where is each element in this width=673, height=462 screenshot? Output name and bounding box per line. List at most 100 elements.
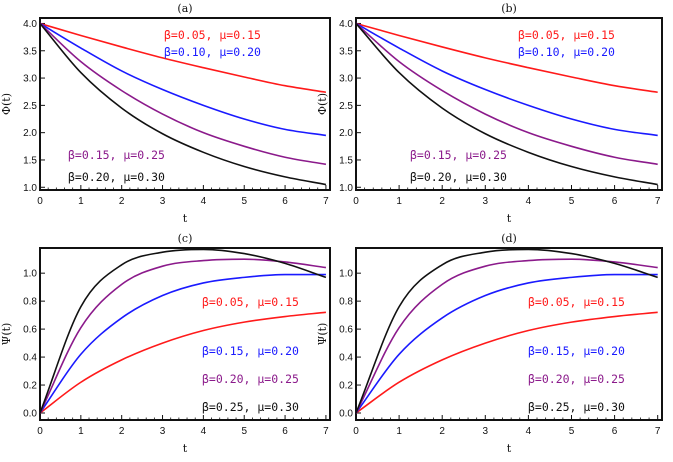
x-tick-label: 7 [655,196,661,207]
x-tick-label: 2 [439,426,445,437]
x-tick-label: 5 [569,426,575,437]
x-tick-label: 1 [396,196,402,207]
y-tick-label: 0.4 [339,353,353,364]
y-tick-label: 1.5 [339,155,353,166]
legend-entry: β=0.10, μ=0.20 [518,45,615,59]
legend-entry: β=0.15, μ=0.25 [410,148,507,162]
legend-entry: β=0.05, μ=0.15 [528,295,625,309]
y-tick-label: 0.0 [339,409,353,420]
series-line [39,273,326,414]
y-tick-label: 0.0 [23,409,37,420]
series-line [355,22,658,137]
x-tick-label: 5 [241,196,247,207]
x-tick-label: 6 [282,196,288,207]
y-tick-label: 3.0 [23,74,37,85]
x-tick-label: 3 [483,426,489,437]
legend-entry: β=0.20, μ=0.30 [410,170,507,184]
legend-entry: β=0.05, μ=0.15 [164,28,261,42]
chart-panel: (d) 0 1 2 3 4 5 6 7 0.0 0.2 0.4 0.6 0.8 1.0 t Ψ(t) β=0.05… [316,232,663,455]
y-tick-label: 1.5 [23,155,37,166]
y-tick-label: 2.5 [339,101,353,112]
series-line [39,22,327,94]
y-tick-label: 1.0 [23,269,37,280]
x-tick-label: 2 [119,196,125,207]
y-tick-label: 0.8 [339,297,353,308]
series-line [39,22,327,186]
x-axis-label: t [507,442,512,455]
legend-entry: β=0.05, μ=0.15 [518,28,615,42]
series-line [39,311,327,414]
y-tick-label: 1.0 [339,269,353,280]
x-tick-label: 1 [78,426,84,437]
y-tick-label: 4.0 [339,19,353,30]
y-tick-label: 0.6 [339,325,353,336]
y-axis-label: Φ(t) [0,93,13,115]
x-tick-label: 4 [201,196,207,207]
panel-title: (c) [178,232,193,245]
chart-panel: (a) 0 1 2 3 4 5 6 7 1.0 1.5 2.0 2.5 3.0 3.5 4.0 t Φ(t) β=0… [0,2,331,225]
x-tick-label: 7 [655,426,661,437]
y-tick-label: 2.5 [23,101,37,112]
series-line [39,22,327,137]
legend-entry: β=0.15, μ=0.25 [68,148,165,162]
x-tick-label: 4 [526,196,532,207]
y-axis-label: Φ(t) [316,93,329,115]
series-line [355,22,658,166]
x-tick-label: 2 [119,426,125,437]
plot-frame [355,17,663,191]
y-tick-label: 1.0 [23,183,37,194]
y-tick-label: 0.8 [23,297,37,308]
y-tick-label: 4.0 [23,19,37,30]
x-axis-label: t [507,212,512,225]
x-tick-label: 3 [483,196,489,207]
x-tick-label: 0 [353,196,359,207]
plot-frame [355,247,663,421]
legend-entry: β=0.05, μ=0.15 [202,295,299,309]
x-tick-label: 5 [241,426,247,437]
legend-entry: β=0.20, μ=0.25 [528,372,625,386]
legend-entry: β=0.10, μ=0.20 [164,45,261,59]
x-tick-label: 5 [569,196,575,207]
y-tick-label: 0.4 [23,353,37,364]
x-tick-label: 4 [526,426,532,437]
series-line [355,22,658,94]
x-tick-label: 2 [439,196,445,207]
x-tick-label: 4 [201,426,207,437]
x-tick-label: 1 [396,426,402,437]
x-tick-label: 0 [353,426,359,437]
chart-panel: (b) 0 1 2 3 4 5 6 7 1.0 1.5 2.0 2.5 3.0 3.5 4.0 t Φ(t) β=0… [316,2,663,225]
x-axis-label: t [183,442,188,455]
series-line [39,22,327,166]
x-tick-label: 0 [37,196,43,207]
series-line [355,248,658,414]
series-line [355,22,658,186]
x-tick-label: 0 [37,426,43,437]
y-tick-label: 1.0 [339,183,353,194]
panel-title: (b) [501,2,517,15]
x-axis-label: t [183,212,188,225]
x-tick-label: 3 [160,196,166,207]
panel-title: (a) [177,2,192,15]
y-tick-label: 0.2 [23,381,37,392]
y-axis-label: Ψ(t) [0,323,13,346]
x-tick-label: 7 [323,426,329,437]
y-tick-label: 0.2 [339,381,353,392]
panel-title: (d) [501,232,517,245]
y-tick-label: 3.5 [23,46,37,57]
legend-entry: β=0.20, μ=0.30 [68,170,165,184]
series-line [355,273,658,414]
x-tick-label: 6 [612,426,618,437]
series-line [355,311,658,414]
plot-frame [39,17,331,191]
x-tick-label: 3 [160,426,166,437]
legend-entry: β=0.15, μ=0.20 [202,344,299,358]
legend-entry: β=0.25, μ=0.30 [528,400,625,414]
legend-entry: β=0.20, μ=0.25 [202,372,299,386]
x-tick-label: 6 [612,196,618,207]
x-tick-label: 6 [282,426,288,437]
y-tick-label: 3.0 [339,74,353,85]
x-tick-label: 1 [78,196,84,207]
y-tick-label: 2.0 [23,128,37,139]
y-tick-label: 2.0 [339,128,353,139]
